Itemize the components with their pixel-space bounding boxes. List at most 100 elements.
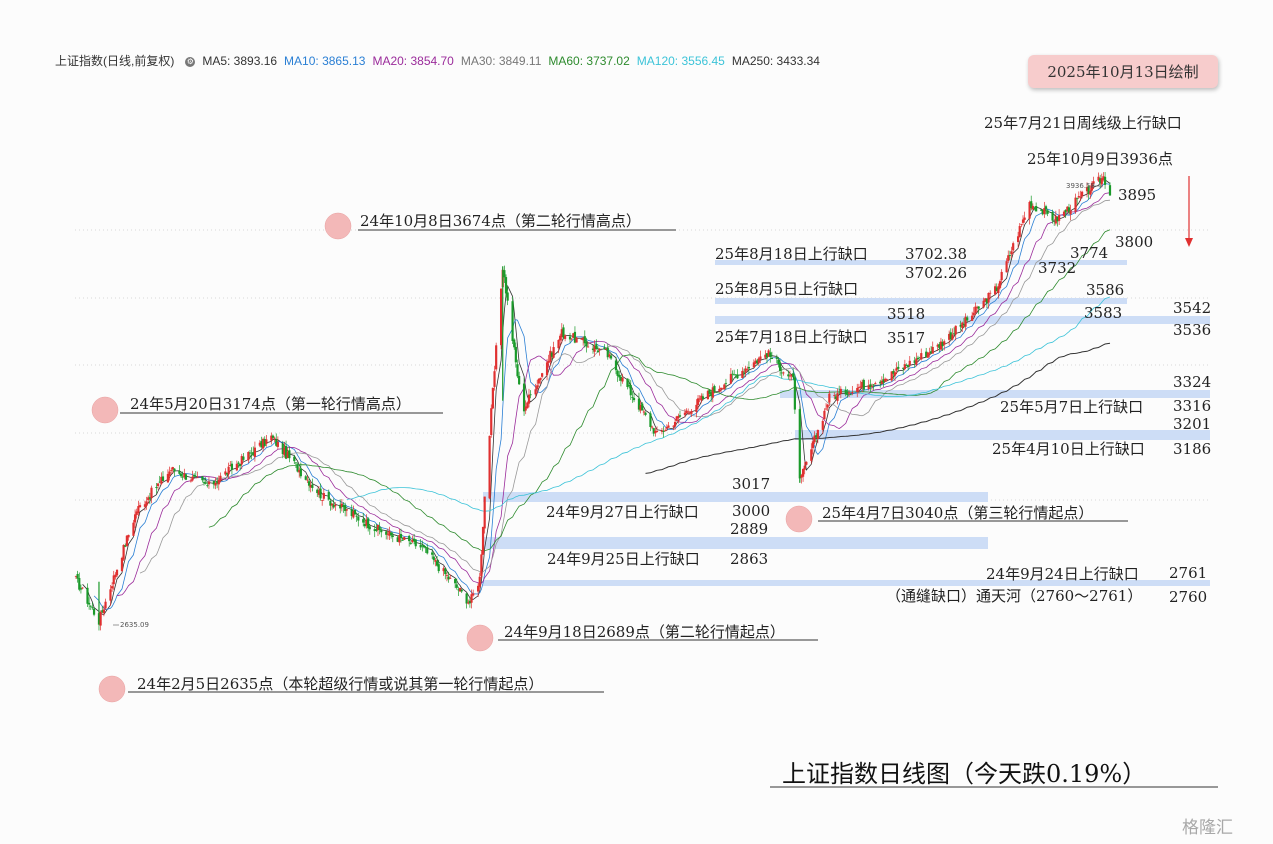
candle — [380, 527, 383, 538]
candle-body — [454, 579, 457, 584]
candle-body — [972, 312, 975, 316]
candle-body — [966, 317, 969, 321]
candle-body — [504, 277, 508, 294]
candle — [573, 326, 577, 344]
candle — [229, 461, 232, 467]
candle-body — [219, 475, 222, 481]
candle — [235, 460, 238, 472]
candle-body — [421, 545, 424, 547]
candle — [196, 471, 199, 479]
candle-body — [870, 386, 874, 387]
candle — [792, 368, 795, 381]
candle — [455, 578, 458, 590]
candle — [327, 489, 330, 501]
candle — [132, 519, 135, 536]
candle-body — [1043, 208, 1046, 215]
candle — [708, 389, 711, 398]
candle-body — [949, 332, 952, 340]
candle-body — [1018, 226, 1021, 237]
candle-body — [1077, 196, 1080, 198]
candle — [434, 558, 437, 567]
candle — [516, 359, 519, 379]
candle-body — [941, 342, 944, 347]
candle-body — [304, 476, 307, 480]
candle-body — [78, 578, 81, 590]
candle-body — [874, 383, 877, 385]
candle — [120, 556, 124, 572]
candle — [92, 607, 96, 617]
candle-body — [373, 529, 376, 532]
candle — [529, 390, 532, 399]
candle — [495, 342, 498, 372]
candle — [961, 321, 964, 332]
candle-body — [344, 505, 347, 511]
candle — [649, 411, 652, 432]
candle-body — [801, 468, 805, 477]
candle-body — [598, 349, 601, 351]
down-arrow-head — [1185, 238, 1193, 247]
candle-body — [844, 389, 847, 395]
candle-body — [769, 352, 772, 358]
candle-body — [363, 523, 366, 527]
candle — [426, 543, 429, 555]
candle-body — [895, 367, 898, 371]
candle — [632, 392, 636, 403]
candle — [951, 328, 954, 341]
candle-body — [563, 335, 567, 339]
candle — [642, 409, 645, 416]
candle — [1069, 204, 1072, 221]
candle — [1058, 209, 1061, 225]
candle-body — [158, 481, 161, 483]
candle — [639, 401, 642, 414]
candle — [746, 366, 749, 372]
settings-icon[interactable]: ⚙ — [185, 56, 196, 67]
annotation-240520-high: 24年5月20日3174点（第一轮行情高点） — [130, 395, 411, 413]
candle — [390, 531, 393, 539]
candle — [788, 370, 792, 382]
candle — [1074, 193, 1077, 214]
candle — [214, 477, 217, 490]
candle — [168, 466, 171, 481]
candle-body — [880, 380, 883, 384]
candle — [353, 509, 357, 516]
candle-body — [913, 360, 916, 363]
candle — [212, 480, 215, 489]
candle-body — [230, 463, 234, 470]
candle-body — [435, 561, 439, 566]
candle — [890, 371, 893, 382]
candle-body — [148, 497, 151, 499]
candle — [1020, 223, 1023, 228]
candle — [345, 509, 348, 517]
candle-body — [893, 372, 897, 376]
candle-body — [583, 336, 586, 344]
candle-body — [907, 365, 910, 367]
price-3774: 3774 — [1070, 244, 1108, 262]
candle — [355, 513, 358, 522]
candle-body — [951, 334, 954, 340]
candle — [905, 363, 908, 366]
price-3702-38: 3702.38 — [905, 245, 967, 263]
candle — [856, 383, 859, 398]
candle-body — [526, 402, 529, 409]
candle-body — [660, 430, 664, 432]
candle — [265, 434, 268, 447]
candle-body — [388, 531, 391, 536]
candle — [650, 425, 654, 430]
candle — [184, 473, 188, 481]
candle — [1079, 190, 1082, 202]
price-3542: 3542 — [1173, 299, 1211, 317]
candle — [1092, 176, 1095, 190]
candle-body — [1108, 185, 1112, 196]
candle — [662, 426, 665, 438]
candle-body — [529, 394, 532, 396]
candle-body — [1069, 210, 1072, 215]
candle-body — [1012, 243, 1015, 251]
candle-body — [472, 593, 475, 596]
candle-body — [549, 350, 552, 362]
candle-body — [839, 388, 842, 394]
candle — [1077, 191, 1080, 199]
candle — [147, 495, 150, 504]
candle-body — [775, 357, 778, 359]
price-3517: 3517 — [887, 329, 925, 347]
candle — [1054, 210, 1057, 226]
